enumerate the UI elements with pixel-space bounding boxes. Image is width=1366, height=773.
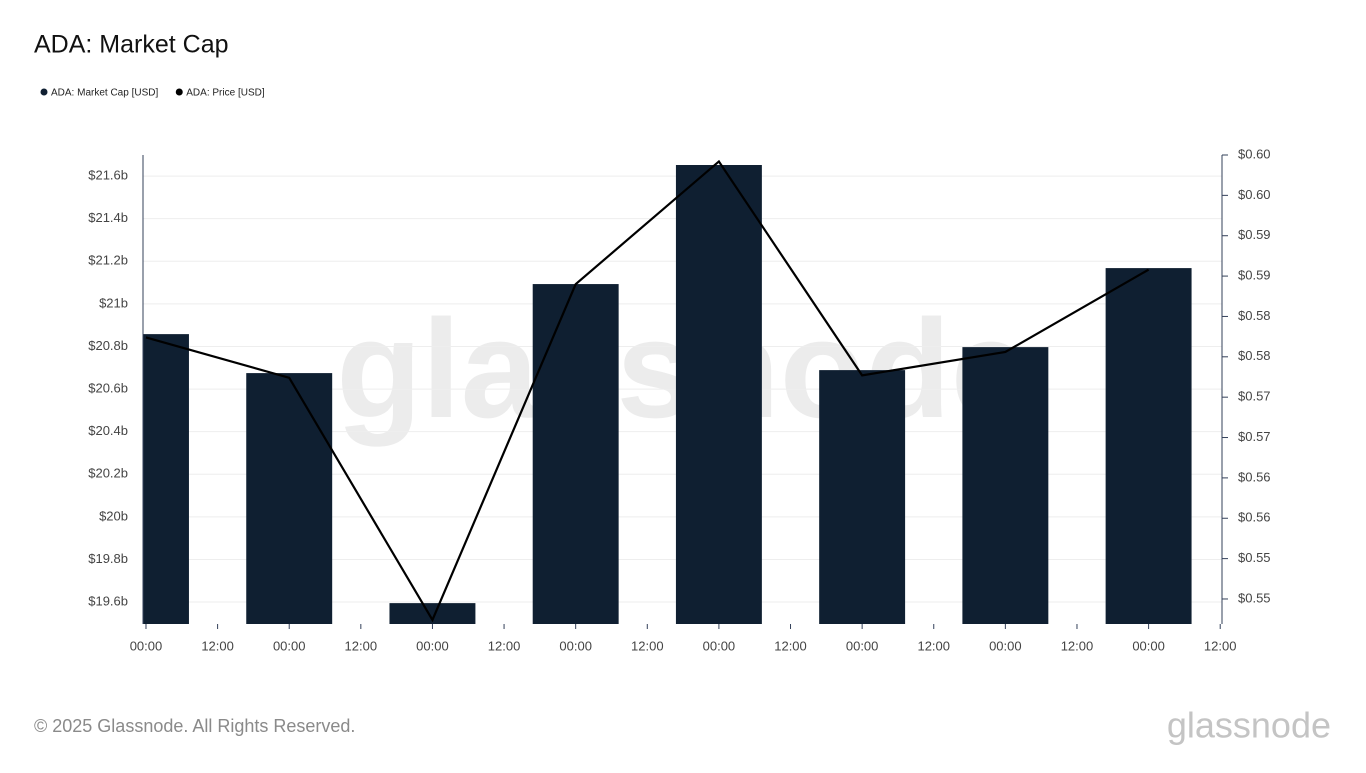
bar [246,373,333,624]
y-tick-label: $20.8b [88,338,128,353]
legend-label: ADA: Price [USD] [186,88,265,99]
legend-marker [40,88,48,96]
y-tick-label: $21.2b [88,253,128,268]
y-tick-label: $21.6b [88,168,128,183]
y2-tick-label: $0.60 [1238,146,1271,161]
y2-tick-label: $0.55 [1238,550,1271,565]
y2-tick-label: $0.60 [1238,187,1271,202]
x-tick-label: 12:00 [488,638,521,653]
bar [819,370,906,624]
y2-tick-label: $0.56 [1238,469,1271,484]
bar [143,334,189,624]
x-tick-label: 12:00 [1061,638,1094,653]
x-tick-label: 00:00 [703,638,736,653]
y2-tick-label: $0.57 [1238,389,1271,404]
y-tick-label: $20b [99,508,128,523]
y-tick-label: $19.6b [88,593,128,608]
x-tick-label: 00:00 [416,638,449,653]
chart-title: ADA: Market Cap [34,31,229,59]
y-tick-label: $20.2b [88,466,128,481]
copyright: © 2025 Glassnode. All Rights Reserved. [34,716,355,736]
x-tick-label: 12:00 [631,638,664,653]
y2-tick-label: $0.57 [1238,429,1271,444]
x-tick-label: 12:00 [1204,638,1237,653]
x-tick-label: 00:00 [989,638,1022,653]
x-tick-label: 12:00 [345,638,378,653]
y2-tick-label: $0.56 [1238,510,1271,525]
x-tick-label: 12:00 [774,638,807,653]
x-tick-label: 12:00 [917,638,950,653]
y2-tick-label: $0.59 [1238,227,1271,242]
y-tick-label: $21b [99,295,128,310]
bar [532,284,619,624]
bar [389,603,476,624]
y2-tick-label: $0.55 [1238,590,1271,605]
legend-marker [175,88,183,96]
y-tick-label: $19.8b [88,551,128,566]
y-tick-label: $20.4b [88,423,128,438]
x-tick-label: 00:00 [273,638,306,653]
bar [675,165,762,624]
logo: glassnode [1167,705,1331,746]
x-tick-label: 12:00 [201,638,234,653]
x-tick-label: 00:00 [130,638,163,653]
y2-tick-label: $0.58 [1238,348,1271,363]
price-line [145,159,1150,623]
x-tick-label: 00:00 [1132,638,1165,653]
bar [962,347,1049,624]
x-tick-label: 00:00 [846,638,879,653]
y2-tick-label: $0.58 [1238,308,1271,323]
x-tick-label: 00:00 [559,638,592,653]
y-tick-label: $21.4b [88,210,128,225]
y-tick-label: $20.6b [88,381,128,396]
y2-tick-label: $0.59 [1238,268,1271,283]
legend-label: ADA: Market Cap [USD] [51,88,158,99]
bar [1105,268,1192,624]
